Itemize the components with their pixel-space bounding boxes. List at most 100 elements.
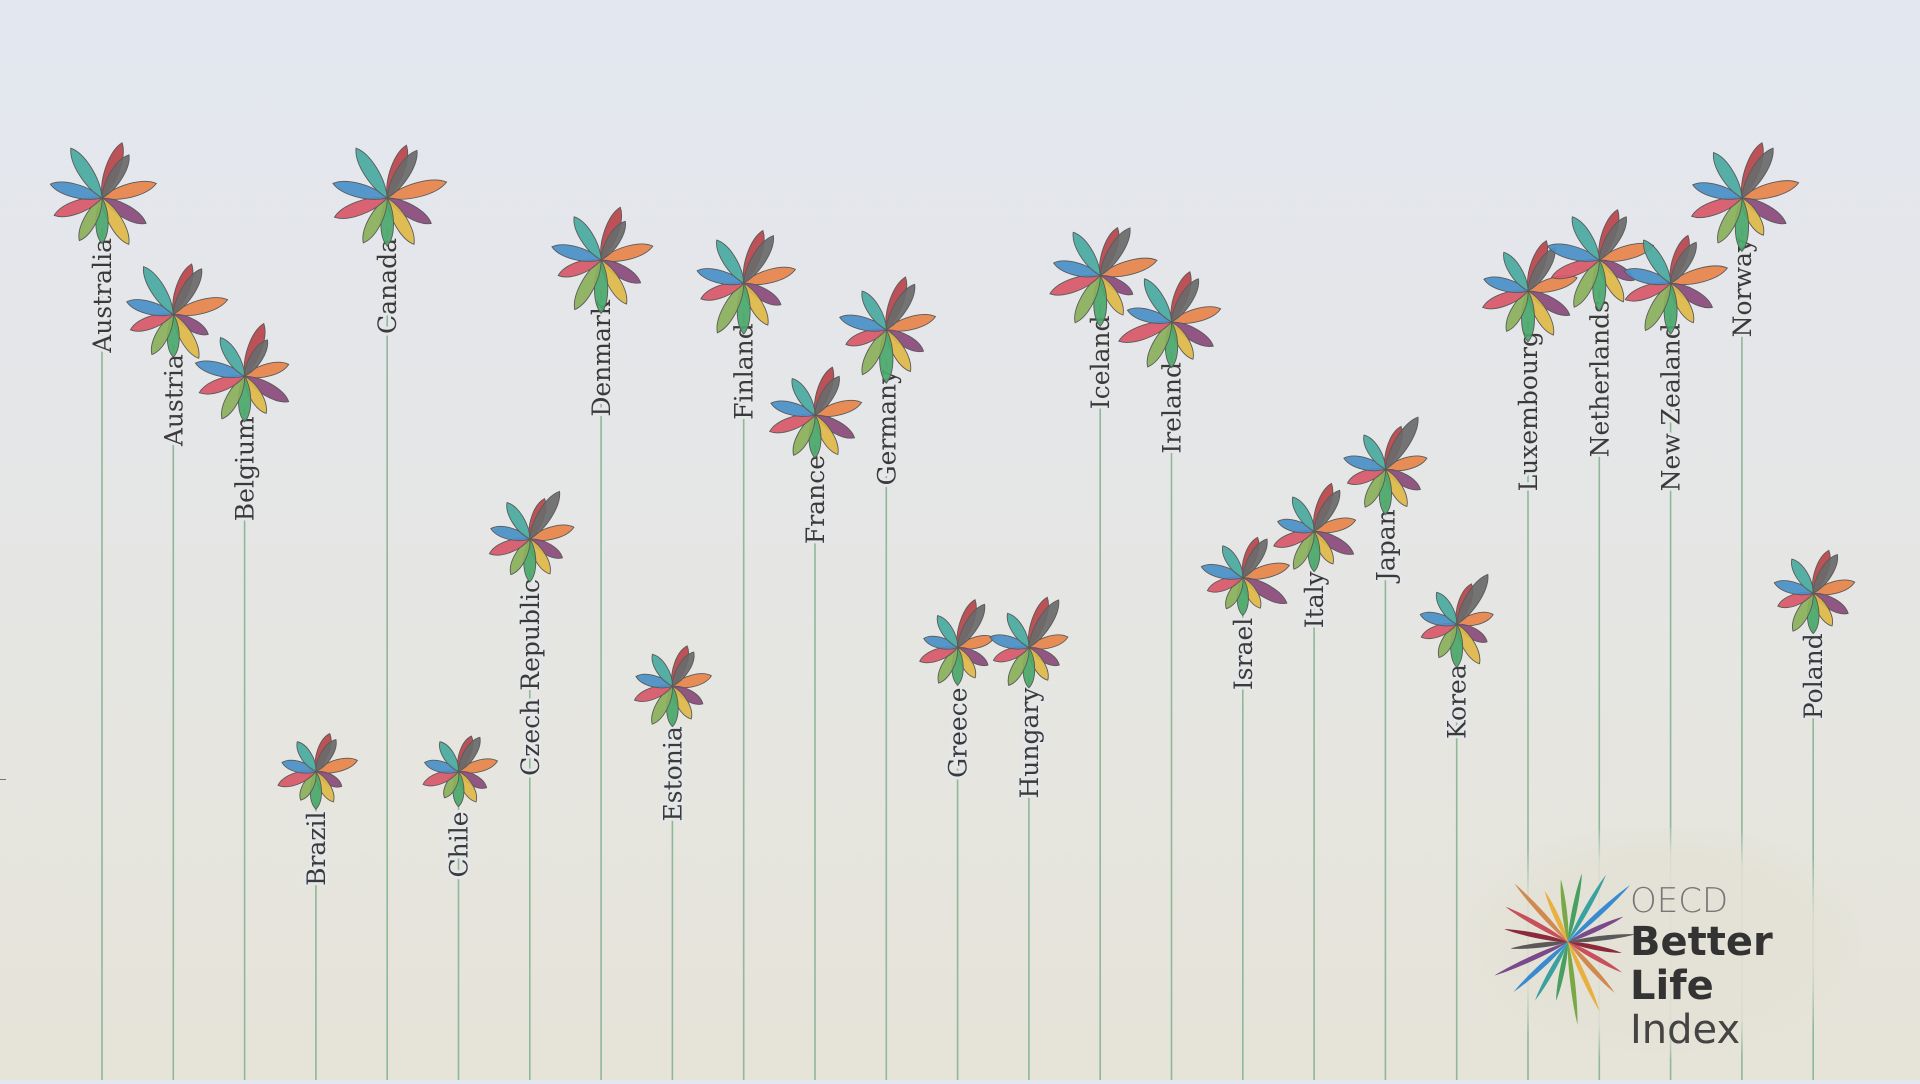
petal-france-blue [770, 400, 816, 417]
petal-denmark-orange [600, 243, 654, 262]
petal-israel-teal [1222, 545, 1244, 579]
flower-new-zealand[interactable] [1622, 233, 1729, 335]
country-label-belgium[interactable]: Belgium [228, 413, 263, 524]
petal-luxembourg-blue [1483, 276, 1529, 293]
petal-canada-orange [386, 179, 448, 200]
petal-israel-orange [1241, 562, 1291, 580]
flower-brazil[interactable] [276, 732, 359, 810]
country-label-greece[interactable]: Greece [941, 685, 976, 781]
logo-ray [1504, 929, 1568, 943]
logo-burst-icon [1494, 873, 1636, 1025]
country-label-iceland[interactable]: Iceland [1083, 313, 1118, 413]
petal-netherlands-teal [1571, 216, 1600, 261]
petal-hungary-gray [1028, 599, 1060, 649]
logo-oecd-text: OECD [1630, 881, 1729, 921]
flower-netherlands[interactable] [1546, 207, 1655, 312]
country-label-france[interactable]: France [798, 452, 833, 547]
country-label-israel[interactable]: Israel [1226, 615, 1261, 693]
country-label-korea[interactable]: Korea [1440, 661, 1475, 742]
petal-iceland-teal [1072, 231, 1101, 277]
country-label-estonia[interactable]: Estonia [655, 723, 690, 824]
country-label-netherlands[interactable]: Netherlands [1582, 297, 1617, 460]
flowers [49, 140, 1857, 810]
country-label-japan[interactable]: Japan [1368, 506, 1403, 587]
logo-index-text: Index [1630, 1007, 1741, 1053]
petal-germany-teal [861, 290, 887, 331]
petal-finland-teal [716, 239, 745, 285]
petal-france-teal [791, 377, 816, 416]
country-label-ireland[interactable]: Ireland [1155, 359, 1190, 457]
petal-germany-olive [861, 328, 887, 376]
flower-belgium[interactable] [194, 321, 292, 423]
flower-canada[interactable] [331, 143, 448, 248]
flower-denmark[interactable] [550, 205, 654, 315]
petal-norway-olive [1717, 197, 1743, 244]
logo-ray [1568, 942, 1615, 993]
petal-finland-olive [716, 282, 745, 334]
country-label-austria[interactable]: Austria [156, 351, 191, 450]
country-label-denmark[interactable]: Denmark [584, 296, 619, 420]
flower-germany[interactable] [838, 275, 937, 384]
petal-iceland-orange [1099, 257, 1158, 278]
petal-france-orange [814, 399, 863, 417]
flower-israel[interactable] [1200, 535, 1291, 617]
petal-new-zealand-blue [1623, 268, 1672, 286]
petal-italy-teal [1291, 496, 1315, 532]
country-label-luxembourg[interactable]: Luxembourg [1511, 328, 1546, 494]
petal-new-zealand-orange [1669, 265, 1729, 285]
country-label-norway[interactable]: Norway [1725, 234, 1760, 340]
petal-austria-orange [172, 297, 229, 316]
logo-ray [1568, 916, 1624, 942]
logo-ray [1568, 942, 1600, 1012]
petal-germany-orange [885, 314, 937, 332]
petal-austria-blue [126, 299, 175, 317]
country-label-czech-republic[interactable]: Czech Republic [513, 576, 548, 779]
petal-ireland-olive [1146, 321, 1172, 368]
country-label-hungary[interactable]: Hungary [1012, 684, 1047, 802]
logo-better-life-text: Better Life [1630, 919, 1773, 1009]
flower-japan[interactable] [1342, 413, 1428, 516]
flower-iceland[interactable] [1048, 224, 1159, 328]
country-label-chile[interactable]: Chile [442, 809, 477, 881]
petal-norway-orange [1740, 180, 1800, 200]
oecd-logo[interactable]: OECD Better Life Index [1462, 828, 1862, 1058]
country-label-germany[interactable]: Germany [869, 366, 904, 488]
petal-finland-orange [742, 266, 797, 285]
flower-greece[interactable] [918, 597, 996, 686]
flower-poland[interactable] [1773, 548, 1857, 635]
petal-korea-gray [1456, 573, 1489, 626]
country-label-finland[interactable]: Finland [727, 320, 762, 422]
flower-france[interactable] [767, 365, 863, 459]
country-label-canada[interactable]: Canada [370, 235, 405, 337]
flower-austria[interactable] [125, 262, 229, 362]
petal-australia-orange [101, 180, 157, 200]
country-label-italy[interactable]: Italy [1297, 567, 1332, 631]
flower-luxembourg[interactable] [1480, 238, 1578, 343]
flower-hungary[interactable] [988, 595, 1069, 689]
petal-australia-olive [78, 197, 103, 242]
petal-estonia-gray [671, 651, 695, 687]
petal-finland-gray [743, 235, 774, 285]
flower-finland[interactable] [695, 228, 797, 336]
country-label-brazil[interactable]: Brazil [299, 808, 334, 888]
flower-czech-republic[interactable] [487, 488, 575, 583]
petal-japan-teal [1363, 434, 1386, 470]
flower-korea[interactable] [1419, 571, 1495, 668]
petal-new-zealand-gray [1670, 241, 1697, 285]
country-label-poland[interactable]: Poland [1796, 630, 1831, 722]
flower-italy[interactable] [1272, 481, 1358, 573]
logo-ray [1510, 941, 1568, 949]
petal-australia-blue [49, 181, 103, 200]
flower-norway[interactable] [1689, 140, 1800, 253]
flower-chile[interactable] [421, 734, 499, 808]
flower-australia[interactable] [49, 140, 158, 247]
country-label-australia[interactable]: Australia [85, 235, 120, 357]
flower-ireland[interactable] [1116, 269, 1222, 370]
petal-norway-blue [1692, 182, 1743, 200]
petal-germany-gray [885, 283, 916, 331]
petal-italy-gray [1313, 489, 1341, 533]
flower-estonia[interactable] [632, 644, 713, 728]
logo-ray [1505, 906, 1568, 942]
petal-chile-gray [458, 736, 481, 773]
country-label-new-zealand[interactable]: New Zealand [1654, 320, 1689, 494]
